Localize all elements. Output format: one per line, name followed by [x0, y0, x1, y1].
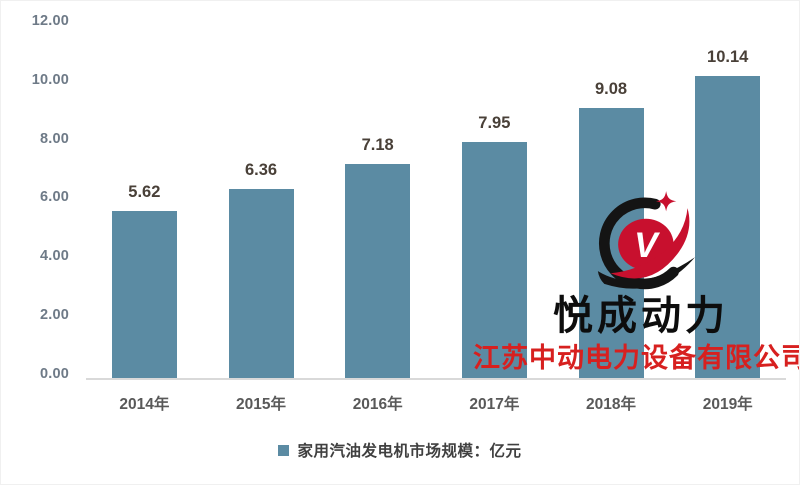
y-axis-tick: 12.00: [31, 13, 69, 29]
y-axis-tick: 2.00: [39, 307, 69, 324]
bar: [461, 141, 527, 378]
y-axis-tick: 10.00: [31, 71, 69, 88]
bar: [345, 164, 411, 378]
bar: [578, 107, 644, 378]
x-axis-label: 2016年: [352, 396, 403, 413]
x-axis-label: 2018年: [586, 396, 637, 413]
bar: [695, 76, 761, 378]
x-axis: 2014年 2015年 2016年 2017年 2018年 2019年: [86, 392, 786, 414]
bar-group: 6.36: [203, 21, 320, 378]
x-axis-label: 2017年: [469, 396, 520, 413]
y-axis-tick: 4.00: [39, 248, 69, 265]
legend: 家用汽油发电机市场规模：亿元: [1, 439, 799, 461]
bar-group: 5.62: [86, 21, 203, 378]
legend-swatch-icon: [278, 444, 290, 456]
x-axis-label: 2019年: [702, 396, 753, 413]
plot-area: 5.62 6.36 7.18 7.95 9.08 10.14: [86, 21, 786, 380]
bar-value-label: 7.95: [478, 113, 511, 132]
bar: [111, 210, 177, 378]
bar: [228, 188, 294, 378]
bar-group: 7.18: [319, 21, 436, 378]
y-axis: 12.00 10.00 8.00 6.00 4.00 2.00 0.00: [1, 13, 69, 382]
x-axis-label: 2014年: [119, 396, 170, 413]
bar-value-label: 7.18: [361, 136, 394, 155]
bar-value-label: 9.08: [594, 79, 628, 98]
legend-label: 家用汽油发电机市场规模：亿元: [297, 443, 522, 460]
bar-group: 10.14: [669, 21, 786, 378]
y-axis-tick: 8.00: [39, 130, 69, 147]
y-axis-tick: 0.00: [39, 365, 69, 382]
bar-group: 7.95: [436, 21, 553, 378]
bar-value-label: 5.62: [128, 182, 161, 201]
bar-value-label: 10.14: [707, 48, 749, 67]
bar-value-label: 6.36: [244, 160, 278, 179]
x-axis-label: 2015年: [236, 396, 286, 413]
bar-group: 9.08: [553, 21, 670, 378]
y-axis-tick: 6.00: [39, 189, 69, 206]
